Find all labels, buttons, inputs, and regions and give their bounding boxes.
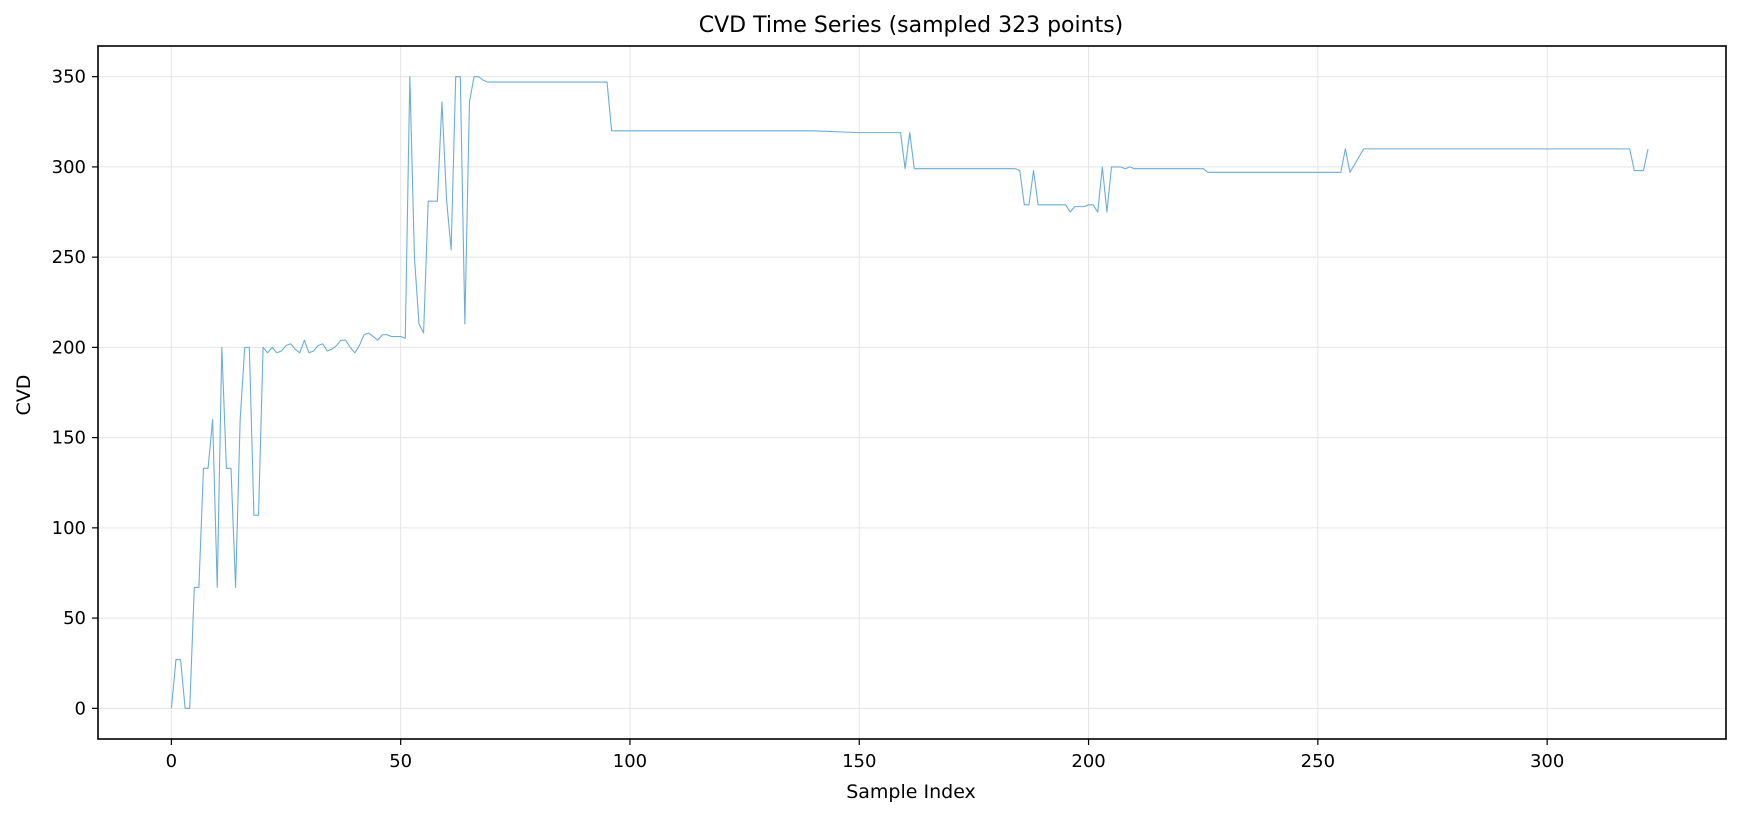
x-tick-label: 0	[166, 751, 177, 772]
x-tick-label: 200	[1071, 751, 1105, 772]
y-tick-label: 200	[52, 337, 86, 358]
x-tick-label: 100	[613, 751, 647, 772]
chart-title: CVD Time Series (sampled 323 points)	[699, 13, 1124, 38]
axes-ticks: 0 50 100 150 200 250 300 0 50 100 150 200 250 300 350	[52, 67, 1565, 772]
x-tick-label: 250	[1301, 751, 1335, 772]
x-axis-label: Sample Index	[846, 781, 976, 803]
y-tick-label: 250	[52, 247, 86, 268]
y-tick-label: 300	[52, 157, 86, 178]
plot-area	[170, 76, 1649, 709]
y-tick-label: 0	[75, 698, 86, 719]
plot-frame	[97, 45, 1727, 740]
x-tick-label: 300	[1530, 751, 1564, 772]
y-tick-label: 50	[63, 608, 86, 629]
y-tick-label: 100	[52, 518, 86, 539]
y-tick-label: 150	[52, 428, 86, 449]
gridlines	[98, 46, 1726, 739]
y-axis-label: CVD	[13, 375, 35, 416]
x-tick-label: 150	[842, 751, 876, 772]
cvd-series-line	[170, 76, 1649, 709]
x-tick-label: 50	[389, 751, 412, 772]
y-tick-label: 350	[52, 67, 86, 88]
